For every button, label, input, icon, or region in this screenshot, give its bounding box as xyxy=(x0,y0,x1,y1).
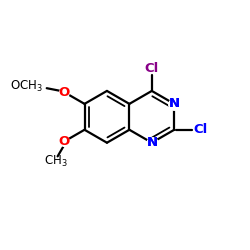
Text: CH$_3$: CH$_3$ xyxy=(44,154,68,169)
Text: O: O xyxy=(59,135,70,148)
Text: N: N xyxy=(169,97,180,110)
Text: N: N xyxy=(146,136,158,149)
Text: OCH$_3$: OCH$_3$ xyxy=(10,79,43,94)
Text: Cl: Cl xyxy=(193,123,207,136)
Text: N: N xyxy=(169,97,180,110)
Text: O: O xyxy=(59,86,70,99)
Text: N: N xyxy=(146,136,158,149)
Text: Cl: Cl xyxy=(145,62,159,75)
